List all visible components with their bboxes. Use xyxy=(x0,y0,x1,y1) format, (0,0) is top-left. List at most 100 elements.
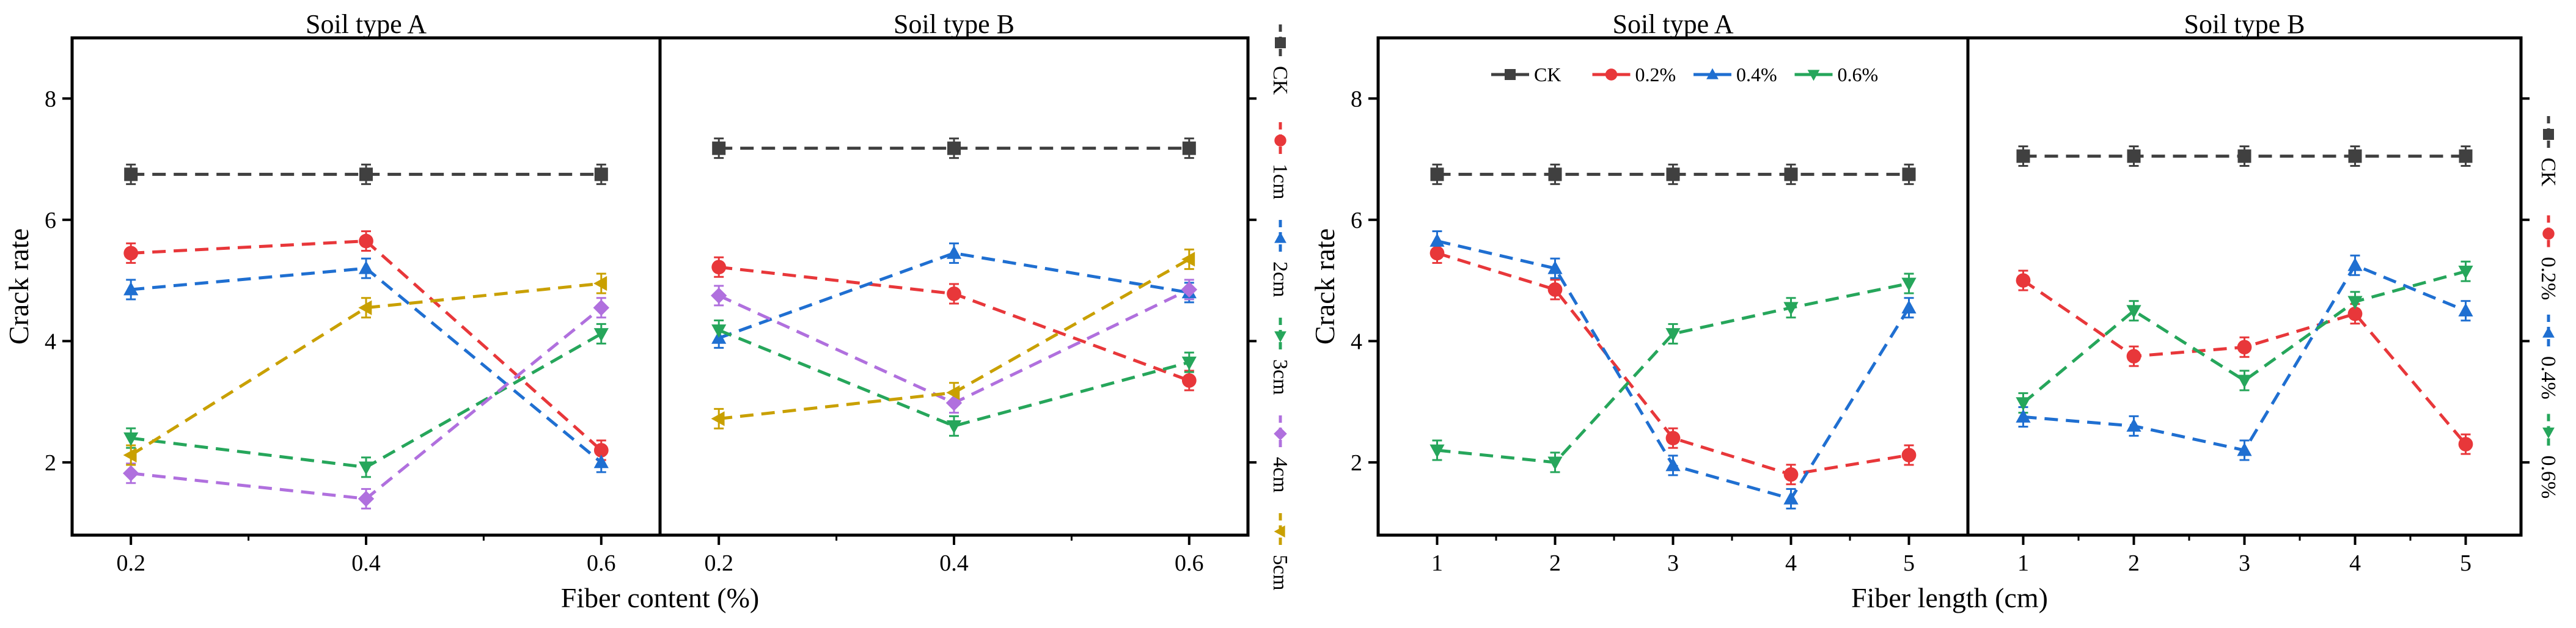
series-line xyxy=(718,251,1190,340)
legend-marker xyxy=(1274,232,1286,243)
data-point xyxy=(2016,409,2031,423)
data-point xyxy=(1181,356,1197,370)
data-point xyxy=(2458,265,2473,279)
data-point xyxy=(711,287,727,304)
y-tick-label: 8 xyxy=(45,86,56,112)
legend-marker xyxy=(2542,227,2555,240)
data-point xyxy=(2126,418,2141,432)
data-point xyxy=(1430,167,1444,181)
data-point xyxy=(2347,257,2363,271)
data-point xyxy=(358,300,372,315)
x-tick-label: 1 xyxy=(2017,550,2029,576)
data-point xyxy=(2016,273,2031,288)
x-tick-label: 4 xyxy=(2349,550,2361,576)
y-tick-label: 8 xyxy=(1351,86,1362,112)
data-point xyxy=(947,287,961,301)
series-3cm xyxy=(126,323,606,478)
panel-title: Soil type A xyxy=(1612,9,1733,39)
data-point xyxy=(1783,467,1799,482)
legend-label: 0.6% xyxy=(2537,456,2559,499)
data-point xyxy=(2127,149,2141,163)
series-02 xyxy=(1432,242,1914,486)
series-line xyxy=(130,332,603,469)
y-tick-label: 6 xyxy=(45,208,56,233)
data-point xyxy=(1902,167,1916,181)
data-point xyxy=(123,465,139,481)
legend-label: 1cm xyxy=(1269,164,1291,200)
y-tick-label: 6 xyxy=(1351,208,1362,233)
y-axis-title: Crack rate xyxy=(1309,228,1340,345)
legend-marker xyxy=(1505,69,1516,80)
data-point xyxy=(947,141,961,155)
data-point xyxy=(1783,491,1799,505)
data-point xyxy=(2237,149,2251,163)
data-point xyxy=(123,282,139,296)
x-axis-title: Fiber length (cm) xyxy=(1851,582,2048,613)
legend-marker xyxy=(2542,326,2555,338)
data-point xyxy=(2459,149,2473,163)
data-point xyxy=(2458,437,2473,451)
data-point xyxy=(1784,167,1798,181)
data-point xyxy=(946,420,962,434)
x-tick-label: 0.6 xyxy=(587,550,616,576)
panel-title: Soil type A xyxy=(306,9,427,39)
legend-label: 0.4% xyxy=(1736,64,1777,86)
data-point xyxy=(2016,397,2031,411)
data-point xyxy=(593,455,609,469)
series-line xyxy=(2022,279,2467,445)
data-point xyxy=(1901,300,1917,314)
data-point xyxy=(1182,141,1196,155)
legend-marker xyxy=(1274,134,1286,147)
x-tick-label: 4 xyxy=(1785,550,1797,576)
series-line xyxy=(718,329,1190,428)
x-tick-label: 1 xyxy=(1431,550,1443,576)
data-point xyxy=(1429,233,1445,247)
legend-label: CK xyxy=(1534,64,1561,86)
legend-marker xyxy=(1274,525,1285,538)
series-5cm xyxy=(126,272,606,466)
y-tick-label: 2 xyxy=(45,450,56,476)
data-point xyxy=(711,324,727,338)
data-point xyxy=(358,491,375,507)
x-tick-label: 2 xyxy=(1549,550,1561,576)
legend-vertical: CK 0.2% 0.4% 0.6% xyxy=(2537,116,2559,498)
legend-label: CK xyxy=(1269,66,1291,95)
data-point xyxy=(2237,340,2252,355)
series-02 xyxy=(2018,269,2471,455)
data-point xyxy=(1665,431,1681,446)
legend-marker xyxy=(1275,37,1286,48)
legend-label: 0.4% xyxy=(2537,356,2559,400)
plot-frame xyxy=(1376,36,2523,537)
data-point xyxy=(946,385,960,400)
data-point xyxy=(2347,306,2363,321)
legend-label: 0.6% xyxy=(1838,64,1879,86)
data-point xyxy=(1901,277,1917,291)
y-tick-label: 4 xyxy=(1351,329,1362,354)
x-tick-label: 3 xyxy=(2239,550,2250,576)
legend-marker xyxy=(1274,427,1287,440)
series-2cm xyxy=(126,257,606,473)
legend-marker xyxy=(2542,427,2555,439)
x-tick-label: 0.4 xyxy=(939,550,969,576)
data-point xyxy=(123,447,137,463)
data-point xyxy=(946,245,962,259)
data-point xyxy=(593,276,607,291)
legend-horizontal: CK 0.2% 0.4% 0.6% xyxy=(1491,64,1878,86)
data-point xyxy=(711,411,725,426)
legend-marker xyxy=(2543,129,2554,140)
data-point xyxy=(1666,167,1680,181)
data-point xyxy=(2016,149,2030,163)
x-tick-label: 0.2 xyxy=(704,550,733,576)
panel-title: Soil type B xyxy=(2184,9,2305,39)
legend-label: 0.2% xyxy=(2537,257,2559,301)
data-point xyxy=(2237,442,2252,456)
data-point xyxy=(593,328,609,342)
data-point xyxy=(1181,281,1197,298)
series-1cm xyxy=(714,256,1194,392)
data-point xyxy=(1429,246,1445,261)
legend-label: CK xyxy=(2537,158,2559,187)
data-point xyxy=(1665,328,1681,342)
data-point xyxy=(1548,167,1562,181)
